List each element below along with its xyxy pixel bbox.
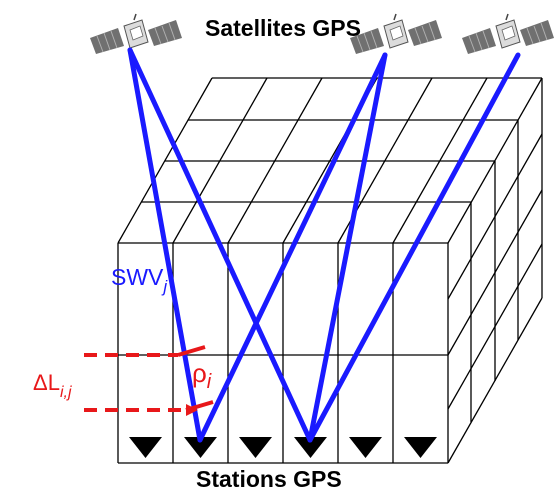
satellite-icon-2	[349, 13, 443, 55]
stations-title: Stations GPS	[196, 466, 342, 492]
arrow-head-icon	[186, 404, 198, 416]
rho-segment-upper	[177, 345, 206, 357]
satellite-icon-1	[89, 13, 183, 55]
delta-l-label: ΔLi,j	[33, 370, 72, 401]
ray-line	[307, 52, 388, 443]
satellite-icon-3	[461, 13, 555, 55]
station-triangle-icon	[404, 437, 437, 458]
swv-label: SWVj	[111, 264, 168, 296]
station-triangle-icon	[184, 437, 217, 458]
station-triangle-icon	[239, 437, 272, 458]
ray-line	[127, 47, 203, 443]
rho-label: ρi	[192, 358, 212, 393]
station-triangle-icon	[129, 437, 162, 458]
station-triangle-icon	[294, 437, 327, 458]
slant-ray-paths	[127, 47, 521, 443]
ray-line	[127, 47, 313, 443]
stations	[129, 437, 437, 458]
voxel-grid	[117, 77, 543, 464]
satellites-title: Satellites GPS	[205, 15, 361, 41]
station-triangle-icon	[349, 437, 382, 458]
ray-line	[197, 52, 388, 443]
ray-line	[307, 52, 521, 443]
